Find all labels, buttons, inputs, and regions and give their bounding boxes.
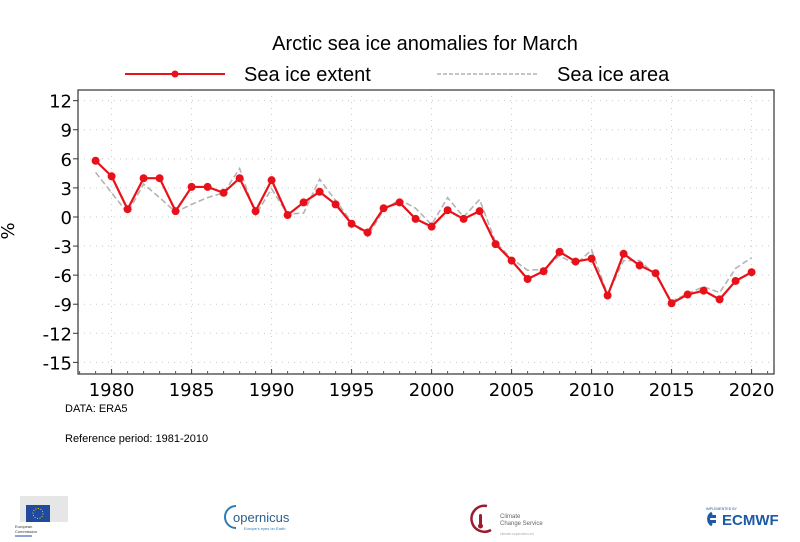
- ec-logo-text-1: European: [15, 524, 32, 529]
- sea-ice-extent-point: [443, 206, 452, 215]
- sea-ice-extent-point: [619, 249, 628, 258]
- plot-frame: [77, 89, 775, 375]
- sea-ice-extent-point: [379, 204, 388, 213]
- legend-extent-marker: [171, 70, 179, 78]
- c3s-text-1: Climate: [500, 514, 521, 520]
- sea-ice-extent-point: [251, 207, 260, 216]
- sea-ice-extent-point: [235, 174, 244, 183]
- sea-ice-extent-point: [203, 182, 212, 191]
- x-tick-label: 2005: [489, 380, 535, 401]
- reference-period-note: Reference period: 1981-2010: [65, 433, 209, 445]
- series-sea-ice-extent: [91, 156, 756, 308]
- chart-title: Arctic sea ice anomalies for March: [272, 33, 578, 55]
- ecmwf-logo: IMPLEMENTED BY ECMWF: [706, 507, 779, 529]
- thermometer-icon: [479, 514, 482, 525]
- data-source-note: DATA: ERA5: [65, 403, 128, 415]
- copernicus-wordmark: opernicus: [233, 510, 290, 525]
- sea-ice-extent-point: [603, 291, 612, 300]
- c3s-text-2: Change Service: [500, 521, 543, 527]
- c3s-url: climate.copernicus.eu: [500, 532, 534, 536]
- sea-ice-extent-point: [155, 174, 164, 183]
- sea-ice-extent-point: [363, 228, 372, 237]
- sea-ice-extent-point: [139, 174, 148, 183]
- y-tick-label: -15: [43, 353, 72, 374]
- x-tick-label: 1985: [169, 380, 215, 401]
- x-tick-label: 2020: [729, 380, 775, 401]
- y-axis-label: %: [0, 222, 19, 239]
- sea-ice-extent-point: [507, 256, 516, 265]
- sea-ice-extent-point: [331, 200, 340, 209]
- legend-area-label: Sea ice area: [557, 64, 670, 86]
- copernicus-tagline: Europe's eyes on Earth: [244, 526, 285, 531]
- sea-ice-extent-point: [411, 214, 420, 223]
- sea-ice-extent-point: [731, 276, 740, 285]
- sea-ice-extent-point: [715, 295, 724, 304]
- x-tick-label: 1990: [249, 380, 295, 401]
- sea-ice-extent-point: [315, 187, 324, 196]
- ecmwf-caption: IMPLEMENTED BY: [706, 507, 738, 511]
- ec-logo-text-2: Commission: [15, 529, 37, 534]
- x-axis: 1980 1985 1990 1995 2000 2005 2010 2015 2020: [89, 369, 775, 401]
- y-tick-label: -9: [54, 295, 72, 316]
- sea-ice-extent-point: [171, 207, 180, 216]
- sea-ice-extent-point: [555, 247, 564, 256]
- sea-ice-extent-point: [699, 286, 708, 295]
- legend-extent-label: Sea ice extent: [244, 64, 371, 86]
- chart: Arctic sea ice anomalies for March Sea i…: [0, 33, 775, 401]
- sea-ice-extent-point: [747, 268, 756, 277]
- copernicus-logo: opernicus Europe's eyes on Earth: [224, 505, 290, 531]
- sea-ice-extent-point: [283, 211, 292, 220]
- sea-ice-extent-line: [94, 159, 753, 305]
- sea-ice-extent-point: [395, 198, 404, 207]
- sea-ice-extent-point: [427, 222, 436, 231]
- x-tick-label: 2015: [649, 380, 695, 401]
- sea-ice-extent-point: [683, 290, 692, 299]
- y-tick-label: 9: [61, 121, 72, 142]
- sea-ice-extent-point: [667, 299, 676, 308]
- copernicus-c-icon: [224, 505, 237, 529]
- eu-flag-icon: [26, 505, 50, 522]
- sea-ice-extent-point: [459, 214, 468, 223]
- sea-ice-extent-point: [107, 172, 116, 181]
- y-tick-label: 3: [61, 179, 72, 200]
- sea-ice-extent-point: [347, 219, 356, 228]
- c3s-ring-icon: [470, 504, 492, 533]
- sea-ice-extent-point: [635, 261, 644, 270]
- y-tick-label: 0: [61, 208, 72, 229]
- european-commission-logo: European Commission: [15, 496, 68, 537]
- sea-ice-extent-point: [267, 176, 276, 185]
- legend: Sea ice extent Sea ice area: [125, 64, 670, 86]
- x-tick-label: 1995: [329, 380, 375, 401]
- ecmwf-wordmark: ECMWF: [722, 512, 779, 529]
- x-tick-label: 2000: [409, 380, 455, 401]
- sea-ice-extent-point: [587, 254, 596, 263]
- gridlines: [78, 90, 774, 374]
- sea-ice-extent-point: [123, 205, 132, 214]
- x-tick-label: 1980: [89, 380, 135, 401]
- sea-ice-extent-point: [219, 188, 228, 197]
- sea-ice-extent-point: [475, 207, 484, 216]
- sea-ice-extent-point: [539, 267, 548, 276]
- c3s-logo: Climate Change Service climate.copernicu…: [470, 504, 543, 536]
- sea-ice-extent-point: [491, 240, 500, 249]
- sea-ice-extent-point: [651, 269, 660, 278]
- y-tick-label: -6: [54, 266, 72, 287]
- sea-ice-extent-point: [91, 156, 100, 165]
- y-tick-label: 12: [49, 92, 72, 113]
- y-tick-label: -3: [54, 237, 72, 258]
- y-tick-label: 6: [61, 150, 72, 171]
- x-tick-label: 2010: [569, 380, 615, 401]
- y-axis: 12 9 6 3 0 -3 -6 -9 -12 -15: [43, 92, 78, 374]
- sea-ice-extent-point: [187, 182, 196, 191]
- sea-ice-extent-point: [571, 257, 580, 266]
- x-minor-ticks: [79, 371, 769, 374]
- sea-ice-extent-point: [523, 275, 532, 284]
- y-tick-label: -12: [43, 324, 72, 345]
- sea-ice-extent-point: [299, 198, 308, 207]
